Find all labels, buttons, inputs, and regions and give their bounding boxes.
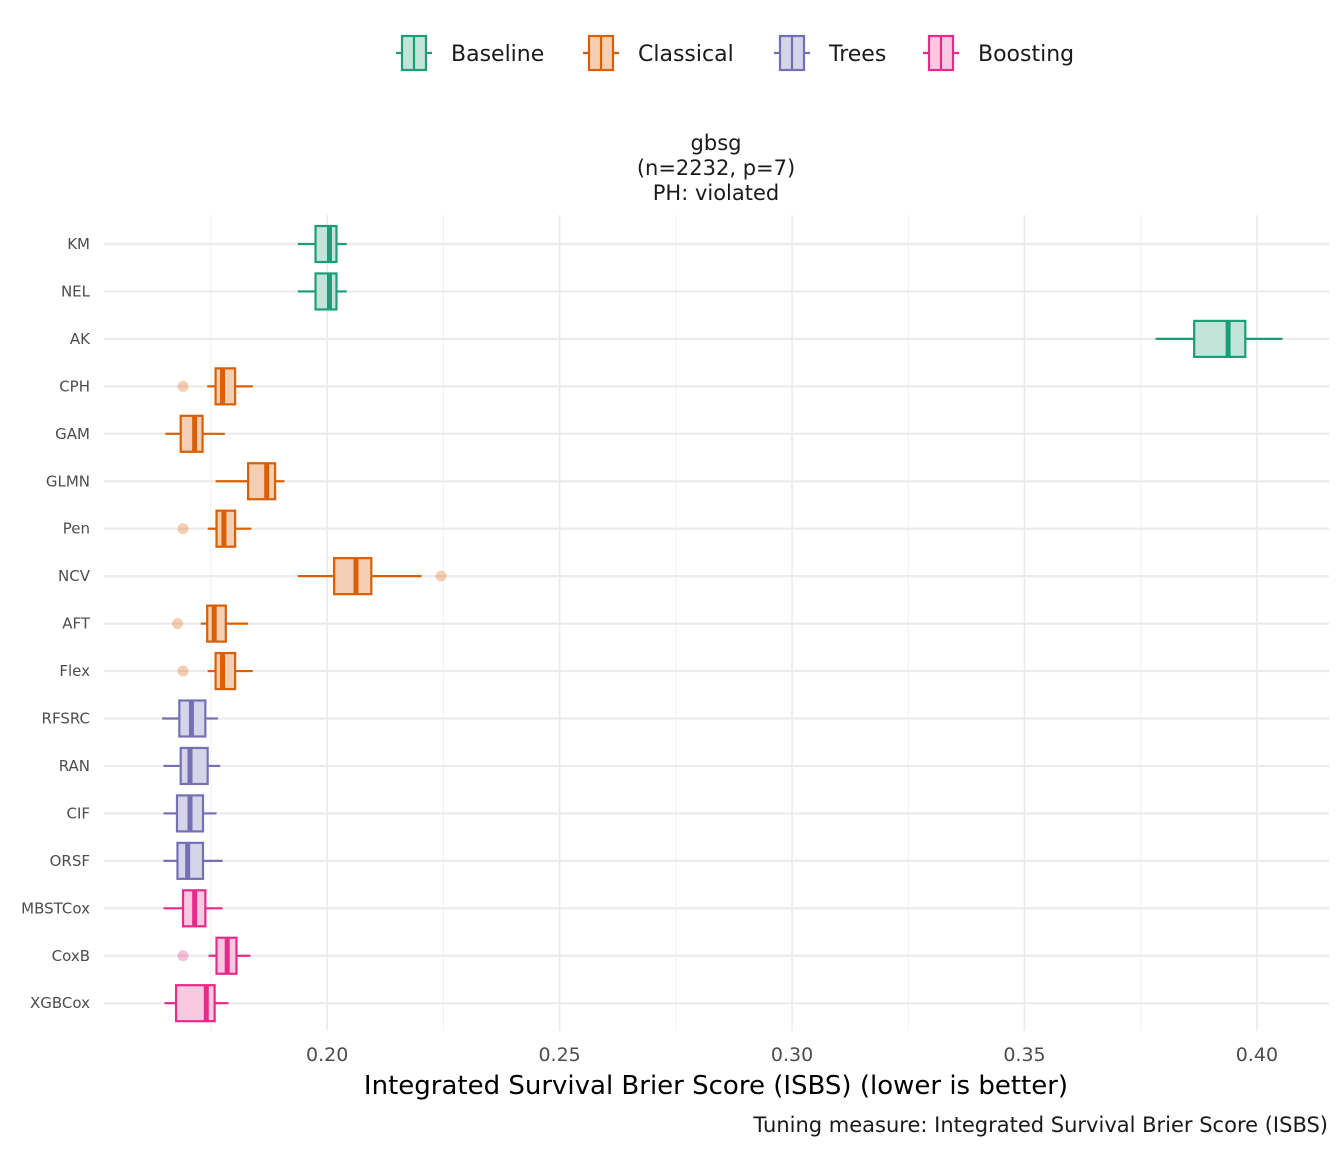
box-iqr	[214, 367, 237, 406]
box-nel	[297, 272, 347, 311]
y-tick-label-ncv: NCV	[58, 567, 91, 585]
box-orsf	[163, 841, 223, 880]
legend: Baseline Classical Trees Boosting	[396, 34, 1074, 72]
box-iqr	[1193, 319, 1247, 358]
box-ak	[1155, 319, 1283, 358]
x-tick-label: 0.20	[306, 1044, 348, 1066]
x-tick-label: 0.35	[1003, 1044, 1045, 1066]
y-tick-label-gam: GAM	[55, 425, 90, 443]
y-tick-label-ran: RAN	[59, 757, 90, 775]
legend-label: Boosting	[978, 42, 1074, 67]
x-tick-label: 0.40	[1236, 1044, 1278, 1066]
outlier-point	[177, 523, 189, 535]
y-tick-label-ak: AK	[70, 330, 91, 348]
outlier-point	[171, 618, 183, 630]
box-iqr	[333, 557, 373, 596]
y-tick-label-cph: CPH	[59, 377, 90, 395]
box-iqr	[176, 841, 205, 880]
box-iqr	[247, 462, 277, 501]
y-tick-label-km: KM	[67, 235, 90, 253]
box-iqr	[179, 746, 209, 786]
box-coxb	[177, 936, 251, 975]
box-gam	[165, 414, 225, 453]
box-iqr	[314, 272, 338, 311]
legend-item-classical: Classical	[583, 34, 734, 72]
outlier-point	[435, 570, 447, 582]
legend-label: Trees	[828, 42, 886, 67]
x-tick-label: 0.30	[771, 1044, 813, 1066]
legend-item-boosting: Boosting	[923, 34, 1074, 72]
box-glmn	[215, 462, 285, 501]
box-km	[297, 224, 347, 264]
y-tick-label-cif: CIF	[66, 804, 90, 822]
box-iqr	[174, 984, 216, 1023]
box-ran	[163, 746, 221, 786]
box-iqr	[214, 651, 237, 691]
x-tick-label: 0.25	[538, 1044, 580, 1066]
box-cif	[163, 794, 217, 833]
box-xgbcox	[164, 984, 229, 1023]
box-aft	[171, 604, 249, 643]
box-pen	[177, 509, 252, 548]
y-tick-label-glmn: GLMN	[46, 472, 90, 490]
y-tick-label-pen: Pen	[63, 520, 90, 538]
box-cph	[177, 367, 253, 406]
x-axis-label: Integrated Survival Brier Score (ISBS) (…	[364, 1071, 1068, 1101]
legend-item-baseline: Baseline	[396, 34, 544, 72]
outlier-point	[177, 665, 189, 677]
caption: Tuning measure: Integrated Survival Brie…	[752, 1113, 1328, 1137]
y-tick-label-aft: AFT	[62, 615, 91, 633]
legend-label: Classical	[638, 42, 734, 67]
y-tick-label-rfsrc: RFSRC	[42, 710, 90, 728]
y-tick-label-xgbcox: XGBCox	[30, 994, 90, 1012]
box-iqr	[314, 224, 338, 264]
box-flex	[177, 651, 253, 691]
y-tick-label-orsf: ORSF	[50, 852, 90, 870]
x-axis-tick-labels: 0.20 0.25 0.30 0.35 0.40	[306, 1044, 1278, 1066]
legend-label: Baseline	[451, 42, 544, 67]
outlier-point	[177, 380, 189, 392]
box-iqr	[179, 414, 204, 453]
outlier-point	[177, 950, 189, 962]
boxes-layer	[162, 224, 1283, 1023]
y-tick-label-mbstcox: MBSTCox	[21, 899, 90, 917]
grid-lines	[104, 215, 1329, 1031]
title-line-1: gbsg	[691, 131, 742, 155]
box-ncv	[297, 557, 447, 596]
box-rfsrc	[162, 699, 218, 738]
box-mbstcox	[163, 889, 223, 928]
title-line-2: (n=2232, p=7)	[637, 156, 795, 180]
legend-item-trees: Trees	[774, 34, 886, 72]
panel-title: gbsg (n=2232, p=7) PH: violated	[637, 131, 795, 205]
title-line-3: PH: violated	[653, 181, 780, 205]
y-tick-label-nel: NEL	[61, 282, 91, 300]
y-tick-label-coxb: CoxB	[52, 947, 90, 965]
y-axis-tick-labels: KM NEL AK CPH GAM GLMN Pen NCV AFT Flex RFSRC RAN CI…	[21, 235, 91, 1012]
y-tick-label-flex: Flex	[59, 662, 90, 680]
